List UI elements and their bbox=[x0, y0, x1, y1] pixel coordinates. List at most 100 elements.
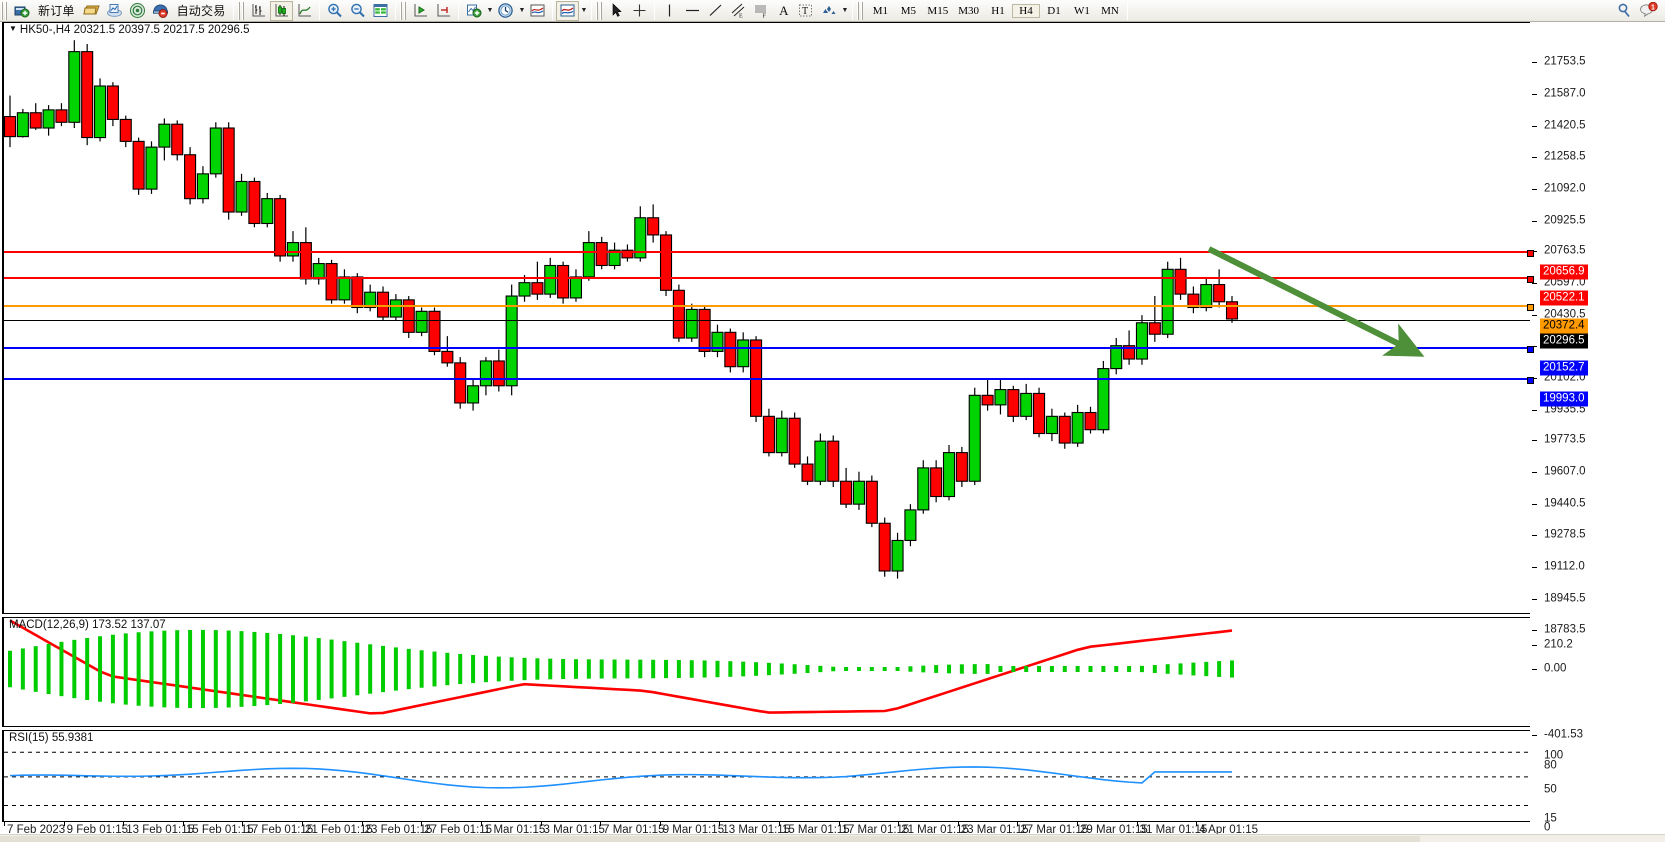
period-d1[interactable]: D1 bbox=[1047, 4, 1061, 17]
macd-scale[interactable]: 210.2 0.00 -401.53 bbox=[1530, 639, 1665, 749]
level-line-anchor[interactable] bbox=[1527, 376, 1534, 384]
price-level-badge-orange[interactable]: 20372.4 bbox=[1540, 318, 1588, 334]
price-level-line-20296.5[interactable] bbox=[4, 319, 1530, 321]
price-level-line-20152.7[interactable] bbox=[4, 346, 1534, 354]
equidistant-channel-button[interactable]: E bbox=[727, 1, 750, 21]
indicators-dropdown-caret[interactable]: ▼ bbox=[486, 7, 494, 14]
macd-histogram-bar bbox=[754, 662, 759, 676]
price-level-badge-red[interactable]: 20522.1 bbox=[1540, 290, 1588, 306]
level-line-anchor[interactable] bbox=[1527, 275, 1534, 283]
macd-pane[interactable]: MACD(12,26,9) 173.52 137.07 bbox=[2, 617, 1530, 727]
templates-button[interactable] bbox=[526, 1, 549, 21]
text-label-button[interactable]: T bbox=[794, 1, 817, 21]
macd-histogram-bar bbox=[972, 664, 977, 674]
zoom-out-button[interactable] bbox=[346, 1, 369, 21]
objects-dropdown-caret[interactable]: ▼ bbox=[841, 7, 849, 14]
price-scale[interactable]: 21753.5 21587.0 21420.5 21258.5 21092.0 20925… bbox=[1530, 44, 1665, 636]
rsi-scale[interactable]: 100 80 50 15 0 bbox=[1530, 750, 1665, 842]
templates-active-button[interactable] bbox=[556, 0, 580, 21]
level-line-anchor[interactable] bbox=[1527, 304, 1534, 312]
time-tick bbox=[1196, 822, 1198, 826]
objects-list-button[interactable] bbox=[817, 1, 840, 21]
macd-histogram-bar bbox=[612, 659, 617, 679]
notification-button[interactable]: 1 bbox=[1636, 1, 1659, 21]
candle bbox=[1084, 411, 1097, 431]
toolbar-grip[interactable] bbox=[1, 1, 8, 20]
bar-chart-button[interactable] bbox=[247, 1, 270, 21]
period-m1[interactable]: M1 bbox=[872, 4, 889, 17]
price-tick bbox=[1532, 251, 1537, 253]
chart-shift-button[interactable] bbox=[432, 1, 455, 21]
period-m5[interactable]: M5 bbox=[900, 4, 917, 17]
horizontal-line-button[interactable] bbox=[681, 1, 704, 21]
trendline-button[interactable] bbox=[704, 1, 727, 21]
price-level-line-20372.4[interactable] bbox=[4, 304, 1534, 312]
cursor-button[interactable] bbox=[605, 1, 628, 21]
level-line-anchor[interactable] bbox=[1527, 249, 1534, 257]
periods-dropdown-caret[interactable]: ▼ bbox=[518, 7, 526, 14]
period-mn[interactable]: MN bbox=[1101, 4, 1119, 17]
toolbar-grip-3[interactable] bbox=[400, 1, 408, 20]
zoom-in-button[interactable] bbox=[323, 1, 346, 21]
price-tick bbox=[1532, 126, 1537, 127]
fibonacci-button[interactable]: F bbox=[750, 1, 773, 21]
chart-area[interactable]: ▼ HK50-,H4 20321.5 20397.5 20217.5 20296.… bbox=[0, 22, 1665, 842]
price-level-badge-blue[interactable]: 20152.7 bbox=[1540, 360, 1588, 376]
toolbar-grip-2[interactable] bbox=[238, 1, 246, 20]
chart-menu-caret-icon[interactable]: ▼ bbox=[9, 24, 17, 33]
horizontal-scrollbar[interactable] bbox=[0, 834, 1665, 842]
new-order-label[interactable]: 新订单 bbox=[38, 4, 75, 18]
time-tick-label: 17 Mar 01:15 bbox=[841, 824, 910, 836]
template-icon bbox=[529, 2, 546, 19]
candle bbox=[1174, 268, 1187, 295]
templates-dropdown-caret[interactable]: ▼ bbox=[580, 7, 588, 14]
candle bbox=[1020, 392, 1033, 417]
crosshair-button[interactable] bbox=[628, 1, 651, 21]
candlestick-chart-button[interactable] bbox=[270, 0, 294, 21]
strategy-tester-button[interactable] bbox=[149, 1, 172, 21]
price-pane[interactable]: ▼ HK50-,H4 20321.5 20397.5 20217.5 20296.… bbox=[2, 22, 1534, 614]
time-tick-label: 7 Feb 2023 bbox=[7, 824, 66, 836]
period-w1[interactable]: W1 bbox=[1074, 4, 1090, 17]
toolbar-grip-4[interactable] bbox=[596, 1, 604, 20]
line-chart-button[interactable] bbox=[293, 1, 316, 21]
market-watch-button[interactable] bbox=[103, 1, 126, 21]
search-button[interactable] bbox=[1613, 1, 1636, 21]
time-scale[interactable]: 7 Feb 2023 9 Feb 01:15 13 Feb 01:15 15 Feb … bbox=[2, 822, 1530, 842]
periods-button[interactable] bbox=[494, 1, 517, 21]
text-button[interactable]: A bbox=[779, 2, 789, 18]
tile-windows-button[interactable] bbox=[369, 1, 392, 21]
candle bbox=[248, 180, 261, 225]
scrollbar-thumb[interactable] bbox=[0, 836, 1420, 842]
indicators-button[interactable] bbox=[462, 1, 485, 21]
price-level-badge-blue[interactable]: 19993.0 bbox=[1540, 391, 1588, 407]
toolbar-grip-5[interactable] bbox=[857, 1, 865, 20]
price-level-line-20522.1[interactable] bbox=[4, 275, 1534, 283]
macd-histogram-bar bbox=[676, 660, 681, 678]
level-line-anchor[interactable] bbox=[1527, 346, 1534, 354]
main-toolbar: 新订单 bbox=[0, 0, 1665, 22]
price-level-line-19993.0[interactable] bbox=[4, 376, 1534, 384]
price-tick-label: 20763.5 bbox=[1544, 244, 1586, 257]
time-tick bbox=[1017, 822, 1019, 826]
price-level-line-20656.9[interactable] bbox=[4, 249, 1534, 257]
new-order-button[interactable] bbox=[10, 1, 33, 21]
candle bbox=[119, 118, 132, 142]
vertical-line-button[interactable] bbox=[658, 1, 681, 21]
chart-symbol-header[interactable]: ▼ HK50-,H4 20321.5 20397.5 20217.5 20296.… bbox=[9, 24, 249, 36]
rsi-pane[interactable]: RSI(15) 55.9381 bbox=[2, 730, 1530, 822]
auto-trading-button[interactable]: 自动交易 bbox=[176, 4, 226, 18]
candle bbox=[1148, 322, 1161, 335]
auto-scroll-button[interactable] bbox=[409, 1, 432, 21]
price-level-badge-red[interactable]: 20656.9 bbox=[1540, 264, 1588, 280]
time-tick bbox=[480, 822, 482, 826]
price-level-badge-black[interactable]: 20296.5 bbox=[1540, 333, 1588, 349]
period-h1[interactable]: H1 bbox=[991, 4, 1005, 17]
expert-advisor-button[interactable] bbox=[80, 1, 103, 21]
period-m30[interactable]: M30 bbox=[958, 4, 979, 17]
period-h4[interactable]: H4 bbox=[1011, 3, 1040, 18]
time-tick-label: 27 Feb 01:15 bbox=[424, 824, 493, 836]
signals-button[interactable] bbox=[126, 1, 149, 21]
period-m15[interactable]: M15 bbox=[927, 4, 949, 17]
price-tick bbox=[1532, 598, 1537, 600]
